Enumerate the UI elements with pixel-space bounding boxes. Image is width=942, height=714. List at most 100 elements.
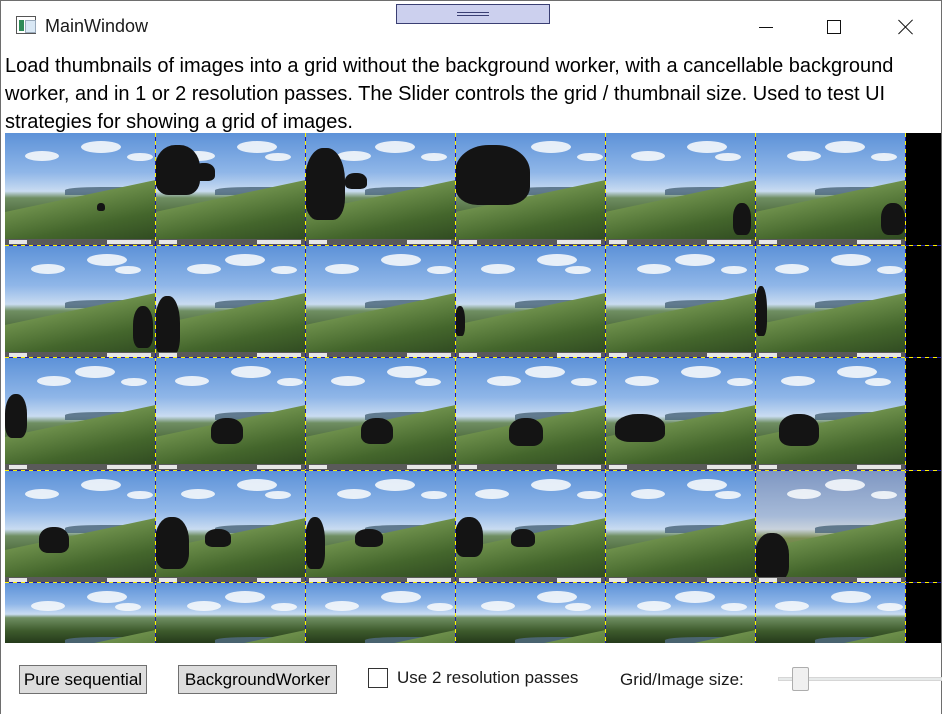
cloud-shape (415, 378, 441, 386)
thumbnail-image[interactable] (455, 133, 605, 245)
thumbnail-image[interactable] (305, 133, 455, 245)
camera-info-strip (455, 577, 605, 583)
cloud-shape (127, 491, 153, 499)
thumbnail-image[interactable] (455, 358, 605, 470)
grip-line (457, 12, 489, 13)
cloud-shape (625, 376, 659, 386)
cloud-shape (831, 254, 871, 266)
camera-info-strip (305, 239, 455, 245)
thumbnail-image[interactable] (305, 246, 455, 358)
grid-column-separator (455, 133, 456, 643)
thumbnail-image[interactable] (5, 133, 155, 245)
background-worker-button[interactable]: BackgroundWorker (178, 665, 337, 694)
camera-info-strip (305, 464, 455, 470)
thumbnail-image[interactable] (5, 246, 155, 358)
animal-silhouette (211, 418, 243, 444)
pure-sequential-button[interactable]: Pure sequential (19, 665, 147, 694)
thumbnail-image[interactable] (155, 246, 305, 358)
minimize-icon (759, 26, 773, 28)
animal-silhouette (455, 517, 483, 557)
thumbnail-image[interactable] (455, 583, 605, 643)
thumbnail-image[interactable] (155, 583, 305, 643)
cloud-shape (825, 141, 865, 153)
cloud-shape (375, 141, 415, 153)
animal-silhouette (345, 173, 367, 189)
grid-size-slider-thumb[interactable] (792, 667, 809, 691)
cloud-shape (115, 603, 141, 611)
cloud-shape (427, 266, 453, 274)
thumbnail-grid[interactable] (5, 133, 941, 643)
thumbnail-image[interactable] (605, 133, 755, 245)
animal-silhouette (455, 145, 530, 205)
cloud-shape (277, 378, 303, 386)
cloud-shape (421, 491, 447, 499)
cloud-shape (225, 254, 265, 266)
grid-column-separator (755, 133, 756, 643)
resolution-passes-label[interactable]: Use 2 resolution passes (397, 668, 579, 687)
cloud-shape (81, 141, 121, 153)
thumbnail-image[interactable] (305, 358, 455, 470)
close-button[interactable] (883, 7, 929, 47)
cloud-shape (675, 254, 715, 266)
cloud-shape (871, 153, 897, 161)
camera-info-strip (605, 352, 755, 358)
thumbnail-image[interactable] (605, 246, 755, 358)
animal-silhouette (511, 529, 535, 547)
cloud-shape (331, 376, 365, 386)
animal-silhouette (615, 414, 665, 442)
cloud-shape (877, 266, 903, 274)
thumbnail-image[interactable] (5, 358, 155, 470)
resolution-passes-checkbox[interactable] (368, 668, 388, 688)
camera-info-strip (5, 464, 155, 470)
maximize-button[interactable] (811, 7, 857, 47)
thumbnail-image[interactable] (155, 133, 305, 245)
thumbnail-image[interactable] (605, 471, 755, 583)
thumbnail-image[interactable] (755, 133, 905, 245)
title-bar[interactable]: MainWindow (1, 1, 941, 49)
cloud-shape (375, 479, 415, 491)
cloud-shape (265, 153, 291, 161)
grid-size-slider-track[interactable] (778, 677, 942, 681)
animal-silhouette (155, 145, 200, 195)
cloud-shape (837, 366, 877, 378)
animal-silhouette (755, 533, 789, 581)
debug-drag-handle[interactable] (396, 4, 550, 24)
cloud-shape (31, 264, 65, 274)
cloud-shape (721, 266, 747, 274)
cloud-shape (381, 591, 421, 603)
thumbnail-image[interactable] (155, 471, 305, 583)
cloud-shape (487, 376, 521, 386)
cloud-shape (565, 603, 591, 611)
cloud-shape (421, 153, 447, 161)
cloud-shape (427, 603, 453, 611)
cloud-shape (537, 591, 577, 603)
thumbnail-image[interactable] (5, 583, 155, 643)
thumbnail-image[interactable] (5, 471, 155, 583)
grid-column-separator (905, 133, 906, 643)
thumbnail-image[interactable] (605, 583, 755, 643)
cloud-shape (787, 151, 821, 161)
thumbnail-image[interactable] (155, 358, 305, 470)
thumbnail-image[interactable] (755, 246, 905, 358)
grid-row-separator (5, 357, 941, 358)
grid-column-separator (305, 133, 306, 643)
minimize-button[interactable] (743, 7, 789, 47)
thumbnail-image[interactable] (605, 358, 755, 470)
cloud-shape (181, 489, 215, 499)
animal-silhouette (97, 203, 105, 211)
cloud-shape (537, 254, 577, 266)
thumbnail-image[interactable] (755, 358, 905, 470)
thumbnail-image[interactable] (755, 583, 905, 643)
thumbnail-image[interactable] (305, 471, 455, 583)
camera-info-strip (755, 239, 905, 245)
thumbnail-image[interactable] (305, 583, 455, 643)
cloud-shape (871, 491, 897, 499)
thumbnail-image[interactable] (755, 471, 905, 583)
cloud-shape (325, 601, 359, 611)
grid-row-separator (5, 582, 941, 583)
thumbnail-image[interactable] (455, 246, 605, 358)
thumbnail-image[interactable] (455, 471, 605, 583)
cloud-shape (781, 376, 815, 386)
cloud-shape (231, 366, 271, 378)
cloud-shape (531, 479, 571, 491)
